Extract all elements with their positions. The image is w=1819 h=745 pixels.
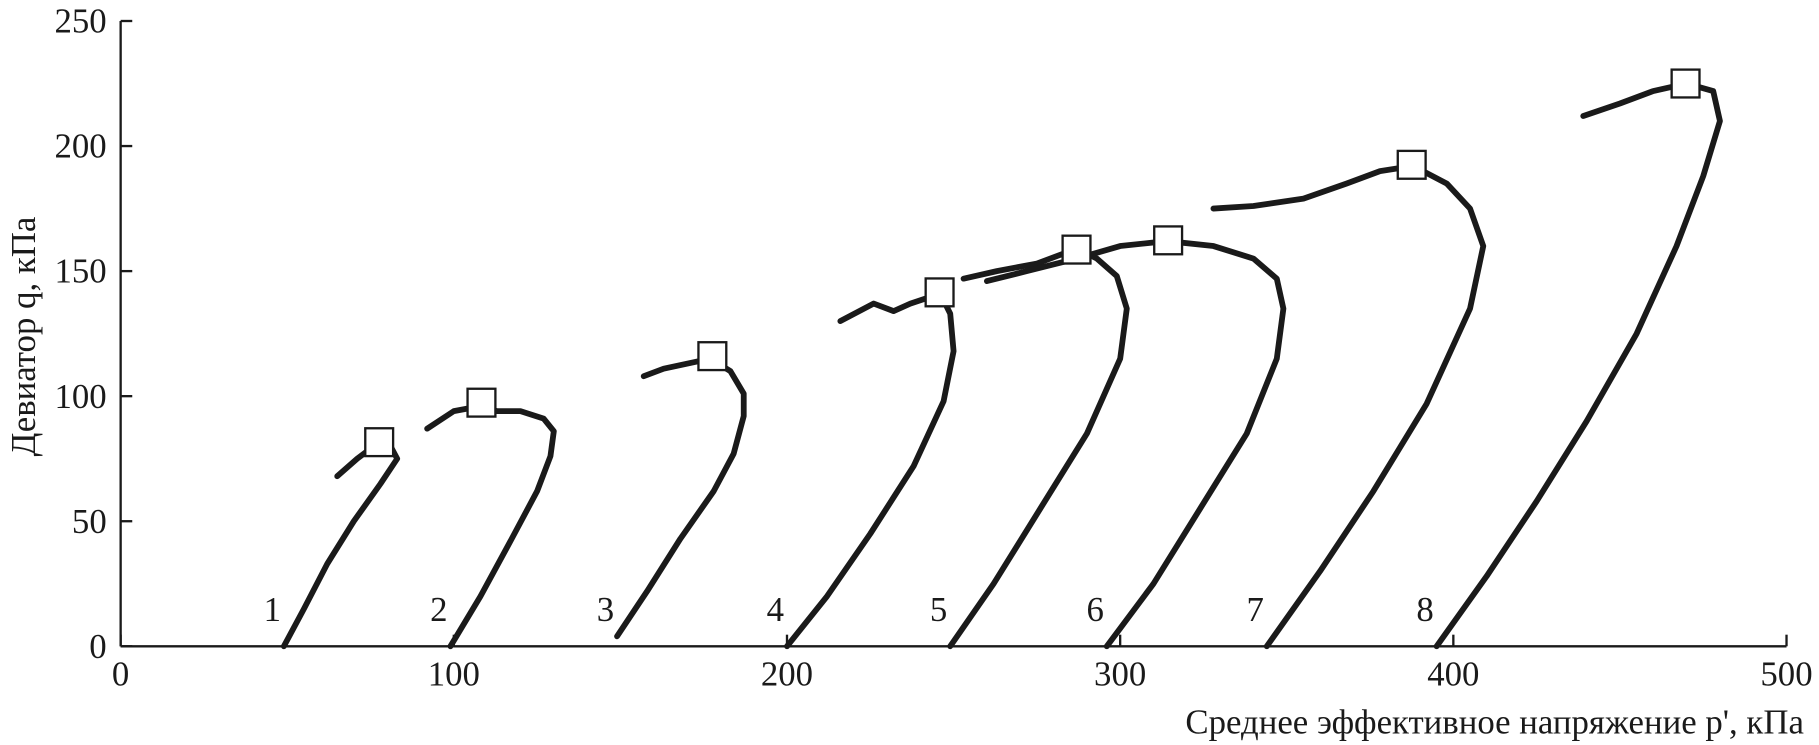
peak-marker	[364, 427, 395, 458]
stress-path	[983, 238, 1287, 650]
y-tick-label: 150	[55, 252, 107, 291]
x-tick-label: 400	[1427, 655, 1479, 694]
y-tick-label: 100	[55, 377, 107, 416]
y-axis-label: Девиатор q, кПа	[4, 217, 43, 457]
peak-marker	[924, 277, 955, 308]
curve-label: 5	[930, 590, 947, 629]
peak-marker	[1061, 234, 1092, 265]
y-tick-label: 0	[89, 627, 106, 666]
stress-path	[1210, 163, 1487, 650]
curve-label: 4	[767, 590, 784, 629]
stress-path	[784, 290, 957, 650]
peak-marker	[1396, 149, 1427, 180]
y-tick-label: 50	[72, 502, 107, 541]
x-tick-label: 0	[112, 655, 129, 694]
curve-label: 8	[1416, 590, 1433, 629]
curve-label: 2	[430, 590, 447, 629]
x-tick-label: 300	[1094, 655, 1146, 694]
peak-marker	[1670, 68, 1701, 99]
y-tick-label: 250	[55, 2, 107, 41]
y-tick-label: 200	[55, 127, 107, 166]
peak-marker	[466, 387, 497, 418]
peak-marker	[697, 341, 728, 372]
x-tick-label: 200	[761, 655, 813, 694]
x-axis-label: Среднее эффективное напряжение p', кПа	[1185, 702, 1803, 741]
stress-path	[614, 355, 747, 640]
curve-label: 3	[597, 590, 614, 629]
curve-label: 6	[1087, 590, 1104, 629]
stress-path	[280, 440, 401, 650]
x-tick-label: 500	[1760, 655, 1812, 694]
stress-path	[947, 245, 1130, 650]
curve-label: 7	[1246, 590, 1263, 629]
stress-path	[1433, 80, 1723, 650]
curve-label: 1	[264, 590, 281, 629]
x-tick-label: 100	[428, 655, 480, 694]
peak-marker	[1153, 225, 1184, 256]
